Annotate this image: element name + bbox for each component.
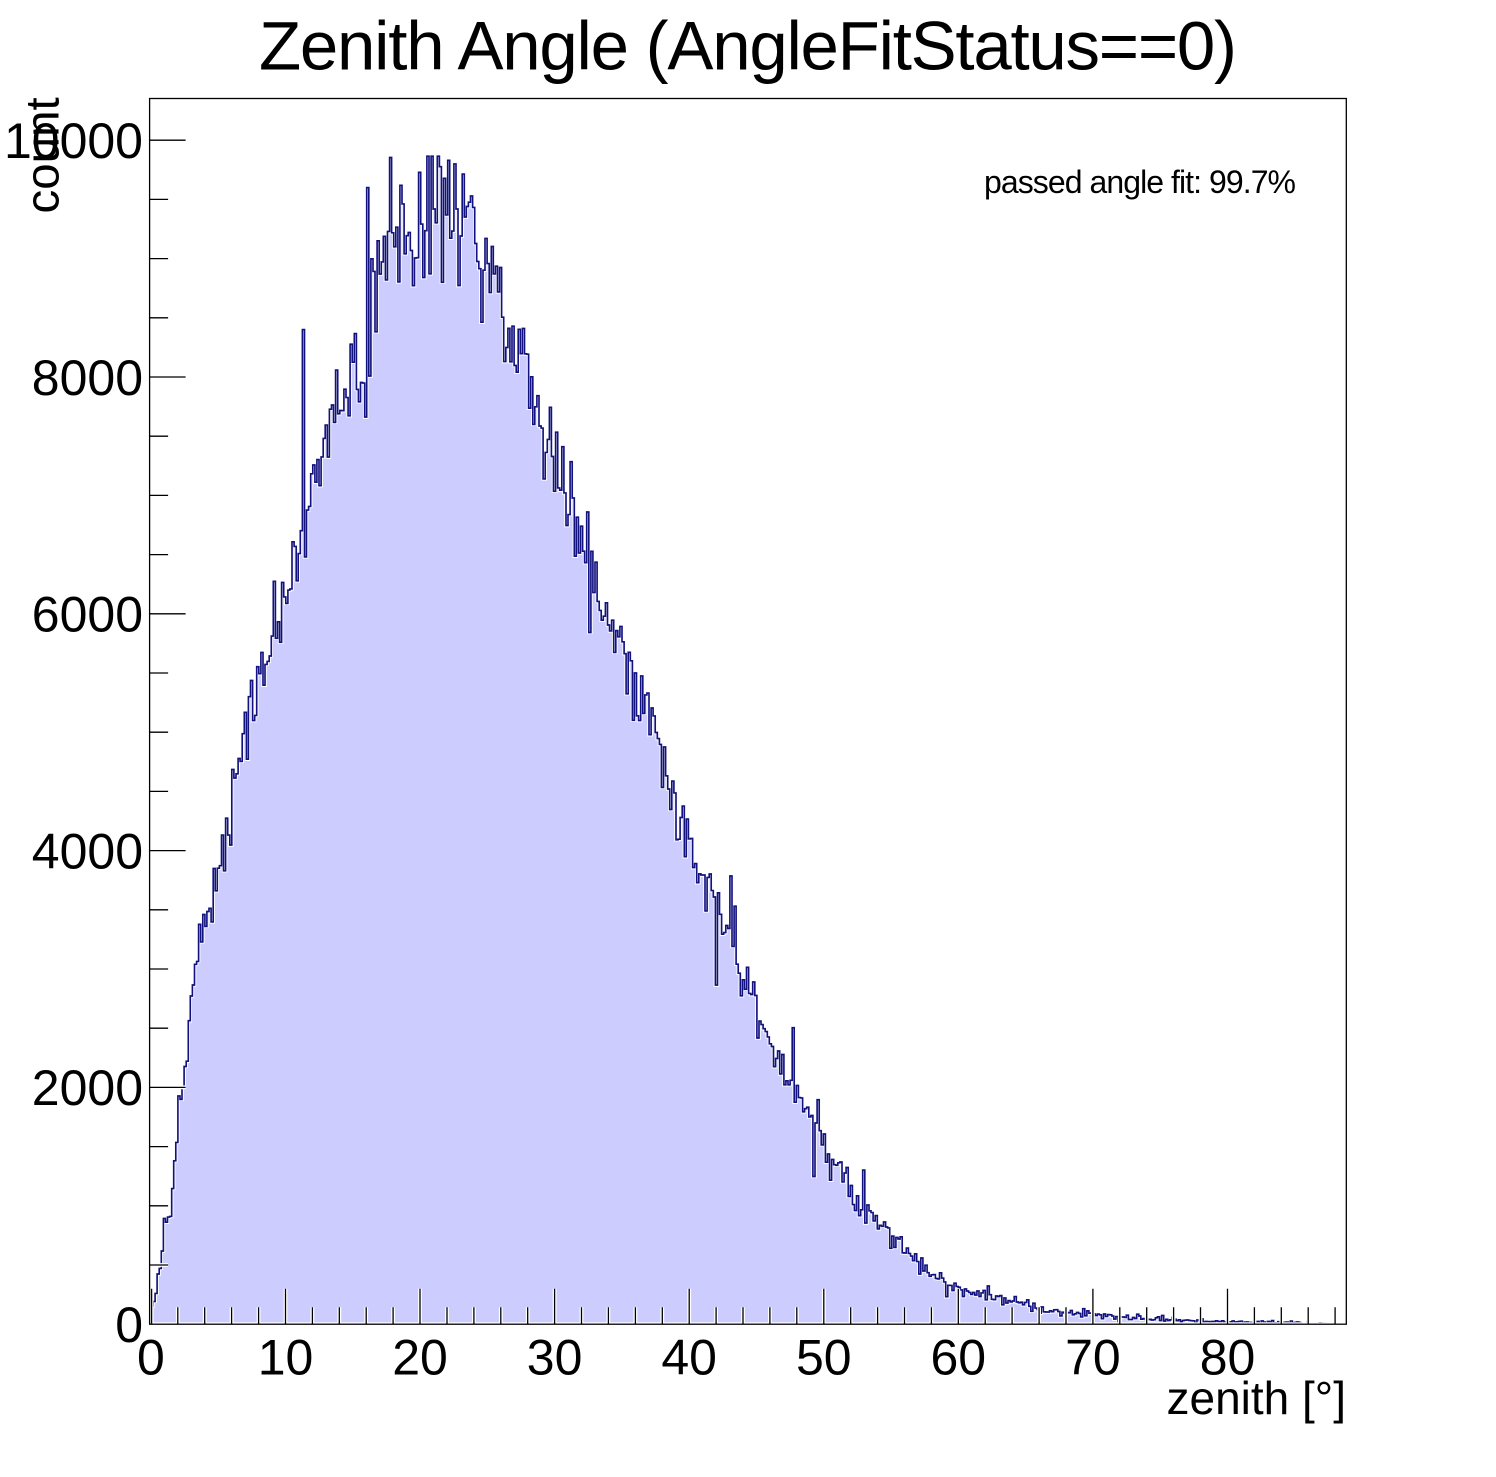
svg-text:10000: 10000 <box>4 113 143 169</box>
svg-text:80: 80 <box>1200 1330 1256 1386</box>
svg-text:20: 20 <box>392 1330 448 1386</box>
svg-text:count: count <box>17 97 70 213</box>
svg-text:60: 60 <box>930 1330 986 1386</box>
svg-text:6000: 6000 <box>32 587 143 643</box>
svg-text:passed angle fit: 99.7%: passed angle fit: 99.7% <box>984 164 1296 200</box>
svg-text:50: 50 <box>796 1330 852 1386</box>
svg-text:30: 30 <box>527 1330 583 1386</box>
svg-text:10: 10 <box>258 1330 314 1386</box>
svg-text:40: 40 <box>661 1330 717 1386</box>
svg-text:8000: 8000 <box>32 350 143 406</box>
svg-text:4000: 4000 <box>32 823 143 879</box>
svg-text:70: 70 <box>1065 1330 1121 1386</box>
svg-text:2000: 2000 <box>32 1060 143 1116</box>
svg-text:0: 0 <box>115 1297 143 1353</box>
svg-text:Zenith Angle (AngleFitStatus==: Zenith Angle (AngleFitStatus==0) <box>259 7 1237 84</box>
svg-text:0: 0 <box>137 1330 165 1386</box>
svg-text:zenith [°]: zenith [°] <box>1167 1372 1347 1424</box>
